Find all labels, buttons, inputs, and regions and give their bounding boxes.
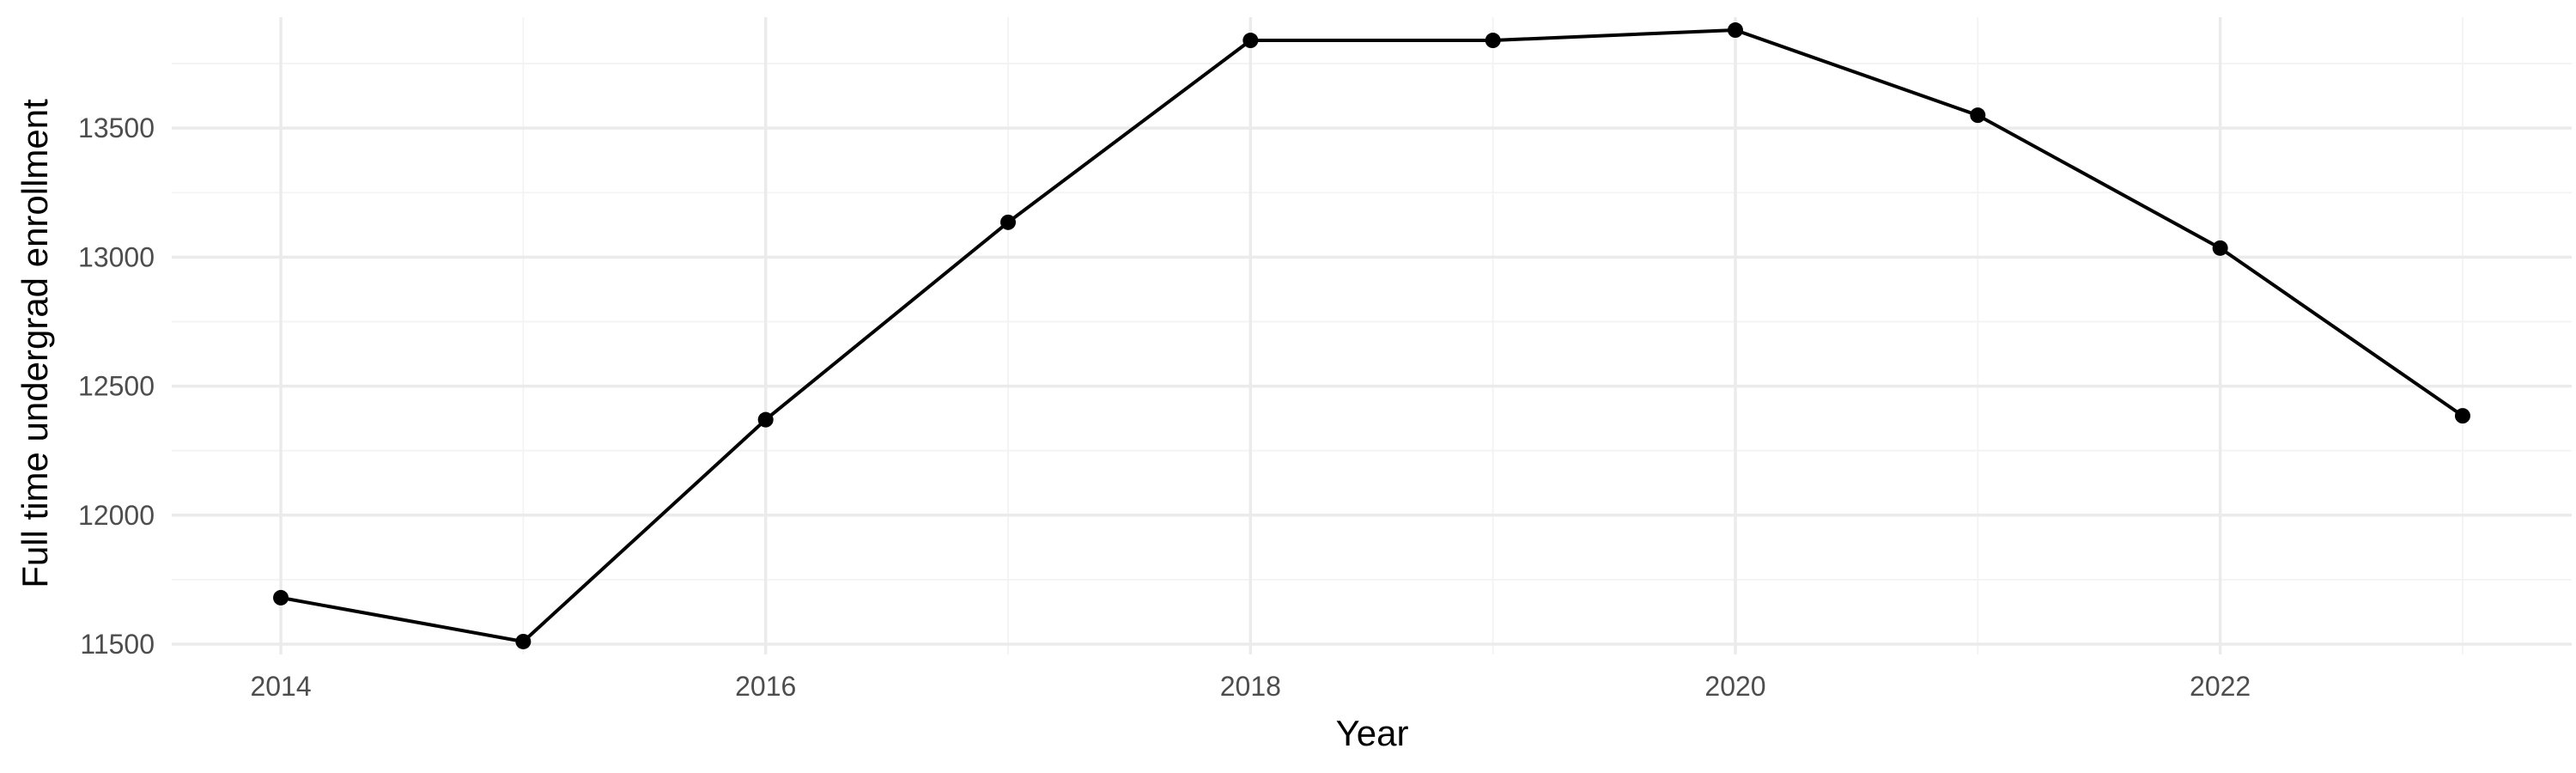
x-axis-title: Year	[1336, 713, 1409, 753]
grid	[172, 17, 2572, 654]
y-axis-title: Full time undergrad enrollment	[15, 99, 55, 588]
y-tick-label: 13500	[78, 113, 155, 143]
data-point	[2454, 408, 2470, 424]
x-tick-label: 2016	[735, 671, 796, 702]
y-tick-label: 12500	[78, 371, 155, 402]
y-tick-label: 12000	[78, 500, 155, 531]
data-point	[2212, 240, 2228, 256]
y-tick-label: 11500	[80, 629, 155, 660]
data-point	[1000, 214, 1017, 230]
data-point	[515, 633, 532, 649]
data-point	[1970, 107, 1986, 124]
series-layer	[273, 22, 2470, 649]
series-line	[280, 28, 2464, 643]
y-tick-label: 13000	[78, 241, 155, 272]
x-tick-label: 2022	[2190, 671, 2251, 702]
x-tick-label: 2014	[250, 671, 311, 702]
data-point	[273, 589, 289, 606]
data-point	[1485, 33, 1501, 49]
axis-ticks: 11500 12000 12500 13000 13500 2014 2016 2018 202…	[78, 113, 2251, 702]
x-tick-label: 2020	[1704, 671, 1765, 702]
x-tick-label: 2018	[1220, 671, 1281, 702]
data-point	[1727, 22, 1743, 39]
data-point	[1242, 33, 1259, 49]
data-point	[757, 411, 774, 428]
